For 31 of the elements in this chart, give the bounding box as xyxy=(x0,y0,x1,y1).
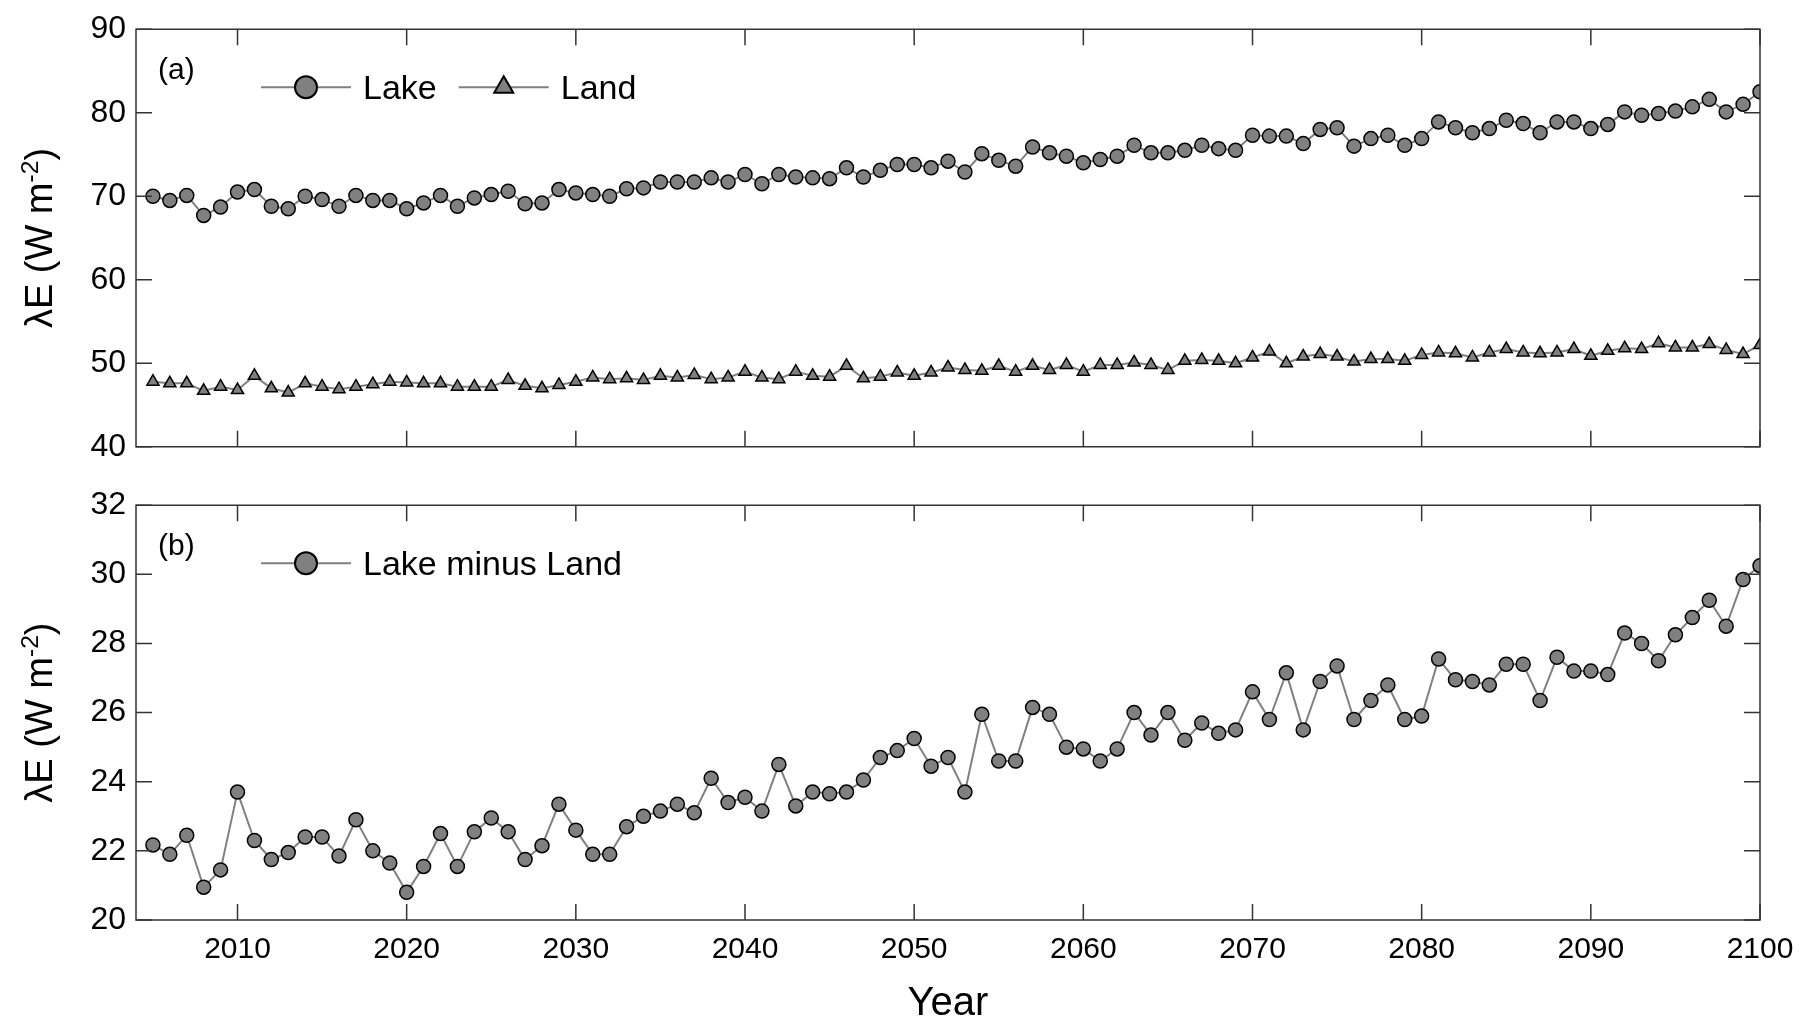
legend-label: Lake xyxy=(363,67,437,106)
x-tick-label: 2060 xyxy=(1049,931,1117,965)
legend-label: Land xyxy=(560,67,637,106)
y-tick-label: 80 xyxy=(90,92,126,129)
y-tick-label: 28 xyxy=(90,623,126,660)
annotation: (b) xyxy=(158,528,195,562)
x-tick-label: 2040 xyxy=(711,931,779,965)
y-tick-label: 24 xyxy=(90,761,126,798)
legend-label: Lake minus Land xyxy=(363,543,622,582)
y-axis-title: λE (W m-2) xyxy=(15,147,60,329)
y-tick-label: 26 xyxy=(90,692,126,729)
y-axis-title: λE (W m-2) xyxy=(15,622,60,803)
annotation: (a) xyxy=(158,52,195,86)
x-tick-label: 2080 xyxy=(1388,931,1456,965)
x-axis-title: Year xyxy=(907,979,989,1024)
y-tick-label: 50 xyxy=(90,343,126,380)
y-tick-label: 90 xyxy=(90,9,126,46)
y-tick-label: 22 xyxy=(90,830,126,867)
x-tick-label: 2030 xyxy=(542,931,610,965)
y-tick-label: 30 xyxy=(90,554,126,591)
x-tick-label: 2020 xyxy=(373,931,441,965)
x-tick-label: 2070 xyxy=(1219,931,1286,965)
y-tick-label: 20 xyxy=(90,899,126,936)
y-tick-label: 32 xyxy=(90,485,126,522)
x-tick-label: 2050 xyxy=(880,931,948,965)
y-tick-label: 60 xyxy=(90,259,126,296)
y-tick-label: 70 xyxy=(90,176,126,213)
x-tick-label: 2010 xyxy=(204,931,271,965)
y-tick-label: 40 xyxy=(90,426,126,463)
x-tick-label: 2100 xyxy=(1726,931,1794,965)
x-tick-label: 2090 xyxy=(1557,931,1625,965)
